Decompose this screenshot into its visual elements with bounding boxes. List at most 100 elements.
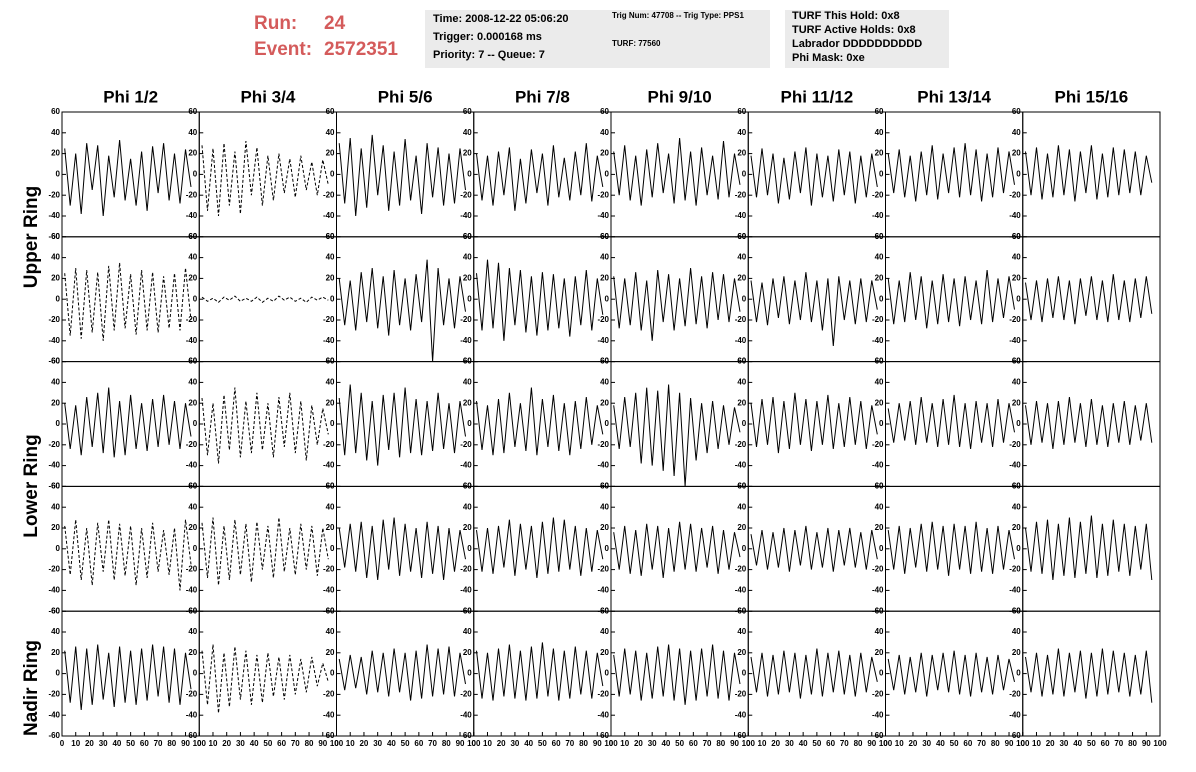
y-tick-label: 60	[600, 107, 609, 116]
y-tick-label: 0	[742, 669, 747, 678]
x-tick-label: 30	[236, 739, 245, 748]
y-tick-label: -20	[597, 440, 609, 449]
y-tick-label: 20	[51, 648, 60, 657]
waveform	[476, 642, 604, 701]
info-line: TURF: 77560	[612, 39, 661, 48]
y-tick-label: -40	[735, 211, 747, 220]
panel-frame	[1022, 111, 1161, 238]
y-tick-label: 20	[600, 398, 609, 407]
y-tick-label: -40	[323, 461, 335, 470]
x-tick-label: 100	[193, 739, 207, 748]
y-tick-label: 40	[51, 502, 60, 511]
x-tick-label: 60	[963, 739, 972, 748]
y-tick-label: 60	[1012, 232, 1021, 241]
info-line: Time: 2008-12-22 05:06:20	[433, 13, 569, 25]
panel-frame	[747, 485, 886, 612]
y-tick-label: 20	[1012, 398, 1021, 407]
y-tick-label: -20	[872, 315, 884, 324]
x-tick-label: 50	[675, 739, 684, 748]
y-tick-label: -20	[186, 190, 198, 199]
waveform	[201, 295, 329, 303]
waveform	[750, 648, 878, 699]
y-tick-label: 60	[51, 357, 60, 366]
y-tick-label: -20	[872, 690, 884, 699]
waveform	[476, 387, 604, 456]
x-tick-label: 40	[250, 739, 259, 748]
y-tick-label: 40	[875, 378, 884, 387]
y-tick-label: 60	[51, 482, 60, 491]
x-tick-label: 0	[60, 739, 65, 748]
x-tick-label: 40	[661, 739, 670, 748]
y-tick-label: 60	[463, 357, 472, 366]
x-tick-label: 30	[1059, 739, 1068, 748]
y-tick-label: 60	[51, 232, 60, 241]
y-tick-label: -20	[460, 565, 472, 574]
waveform	[613, 521, 741, 578]
y-tick-label: 0	[879, 419, 884, 428]
y-tick-label: -20	[735, 440, 747, 449]
x-tick-label: 10	[346, 739, 355, 748]
x-tick-label: 80	[167, 739, 176, 748]
x-tick-label: 40	[936, 739, 945, 748]
x-tick-label: 50	[950, 739, 959, 748]
y-tick-label: 40	[326, 627, 335, 636]
waveform	[887, 650, 1015, 697]
panel-frame	[336, 361, 475, 487]
info-line: Priority: 7 -- Queue: 7	[433, 49, 545, 61]
y-tick-label: 0	[330, 294, 335, 303]
y-tick-label: -60	[186, 731, 198, 740]
y-tick-label: -40	[186, 461, 198, 470]
y-tick-label: 20	[875, 149, 884, 158]
y-tick-label: 40	[875, 128, 884, 137]
waveform	[338, 644, 466, 701]
waveform	[750, 525, 878, 572]
x-tick-label: 90	[1142, 739, 1151, 748]
panel-frame	[885, 111, 1024, 238]
x-tick-label: 100	[467, 739, 481, 748]
x-tick-label: 90	[181, 739, 190, 748]
y-tick-label: 20	[51, 274, 60, 283]
y-tick-label: 0	[1016, 544, 1021, 553]
panel-frame	[610, 111, 749, 238]
x-tick-label: 80	[854, 739, 863, 748]
y-tick-label: 0	[56, 170, 61, 179]
y-tick-label: 0	[467, 170, 472, 179]
y-tick-label: -40	[48, 461, 60, 470]
y-tick-label: 60	[1012, 606, 1021, 615]
column-title: Phi 11/12	[780, 87, 853, 106]
y-tick-label: -40	[597, 461, 609, 470]
x-tick-label: 60	[1101, 739, 1110, 748]
y-tick-label: -20	[186, 565, 198, 574]
y-tick-label: 60	[326, 482, 335, 491]
waveform	[338, 384, 466, 466]
event-number: 2572351	[324, 39, 398, 60]
waveform	[887, 270, 1015, 329]
y-tick-label: 40	[1012, 627, 1021, 636]
y-tick-label: 60	[188, 357, 197, 366]
x-tick-label: 40	[524, 739, 533, 748]
y-tick-label: -40	[1009, 461, 1021, 470]
y-tick-label: -20	[1009, 190, 1021, 199]
y-tick-label: 20	[326, 149, 335, 158]
x-tick-label: 20	[222, 739, 231, 748]
y-tick-label: -20	[597, 565, 609, 574]
info-line: Trigger: 0.000168 ms	[433, 31, 542, 43]
x-tick-label: 10	[758, 739, 767, 748]
y-tick-label: -40	[323, 586, 335, 595]
y-tick-label: -20	[460, 190, 472, 199]
ring-label: Nadir Ring	[21, 640, 42, 736]
panel-frame	[885, 610, 1024, 737]
y-tick-label: 20	[188, 149, 197, 158]
y-tick-label: 0	[467, 419, 472, 428]
x-tick-label: 40	[387, 739, 396, 748]
panel-frame	[1022, 361, 1161, 487]
y-tick-label: 40	[188, 253, 197, 262]
y-tick-label: -40	[460, 586, 472, 595]
y-tick-label: 40	[737, 378, 746, 387]
y-tick-label: -40	[872, 211, 884, 220]
y-tick-label: 20	[600, 149, 609, 158]
y-tick-label: 20	[326, 523, 335, 532]
y-tick-label: -60	[597, 731, 609, 740]
x-tick-label: 60	[552, 739, 561, 748]
y-tick-label: 60	[326, 357, 335, 366]
